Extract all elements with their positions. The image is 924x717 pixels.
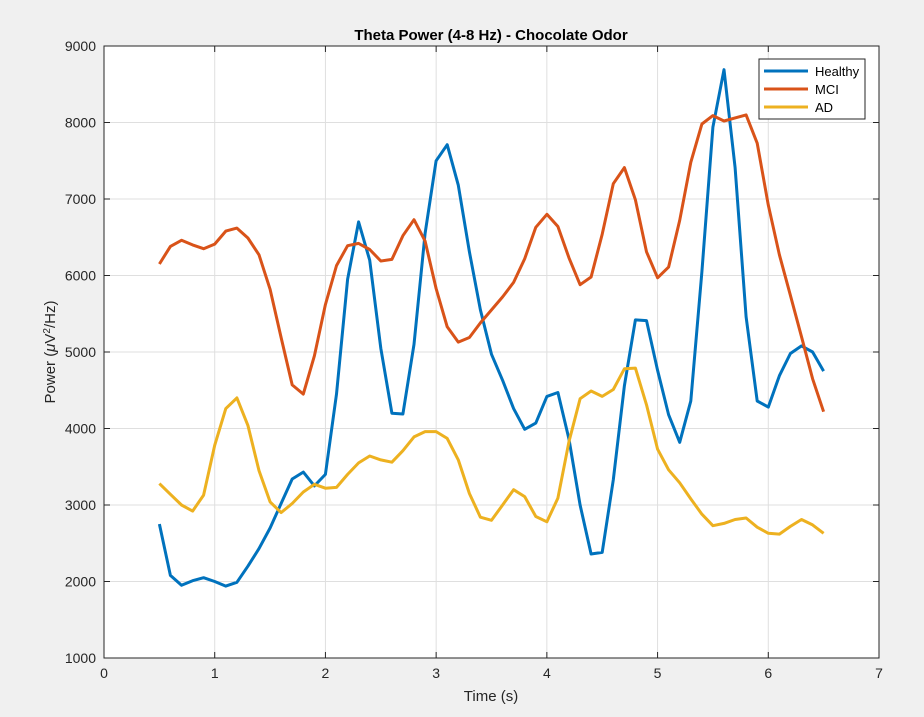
legend-label-mci: MCI [815,82,839,97]
y-axis-label-prefix: Power ( [42,352,59,404]
y-axis-label: Power (μV2/Hz) [42,301,60,404]
y-tick-label: 5000 [65,344,96,360]
x-tick-label: 0 [100,665,108,681]
y-tick-label: 3000 [65,497,96,513]
x-tick-label: 5 [654,665,662,681]
series-line-mci [158,113,826,413]
y-tick-label: 9000 [65,38,96,54]
legend-entries: Healthy MCI AD [764,64,860,115]
y-axis-label-suffix: /Hz) [42,301,59,329]
ticks: 0 1 2 3 4 5 6 7 1000 2000 3000 4000 5000 6000 7000 8000… [65,38,883,681]
x-axis-label: Time (s) [464,688,518,705]
y-tick-label: 2000 [65,574,96,590]
legend-label-healthy: Healthy [815,64,860,79]
series-line-healthy [157,68,825,588]
y-axis-label-sup: 2 [42,328,53,334]
y-axis-label-v: V [42,334,59,344]
y-tick-label: 1000 [65,650,96,666]
y-tick-label: 7000 [65,191,96,207]
series-line-ad [158,366,825,536]
series-layer [157,68,826,588]
y-axis-label-mu: μ [42,344,59,353]
chart-title: Theta Power (4-8 Hz) - Chocolate Odor [354,27,628,44]
x-tick-label: 7 [875,665,883,681]
y-tick-label: 6000 [65,268,96,284]
legend-label-ad: AD [815,100,833,115]
y-tick-label: 8000 [65,115,96,131]
x-tick-label: 3 [432,665,440,681]
x-tick-label: 6 [764,665,772,681]
y-tick-label: 4000 [65,421,96,437]
x-tick-label: 4 [543,665,551,681]
legend: Healthy MCI AD [758,58,866,120]
x-tick-label: 2 [322,665,330,681]
x-tick-label: 1 [211,665,219,681]
